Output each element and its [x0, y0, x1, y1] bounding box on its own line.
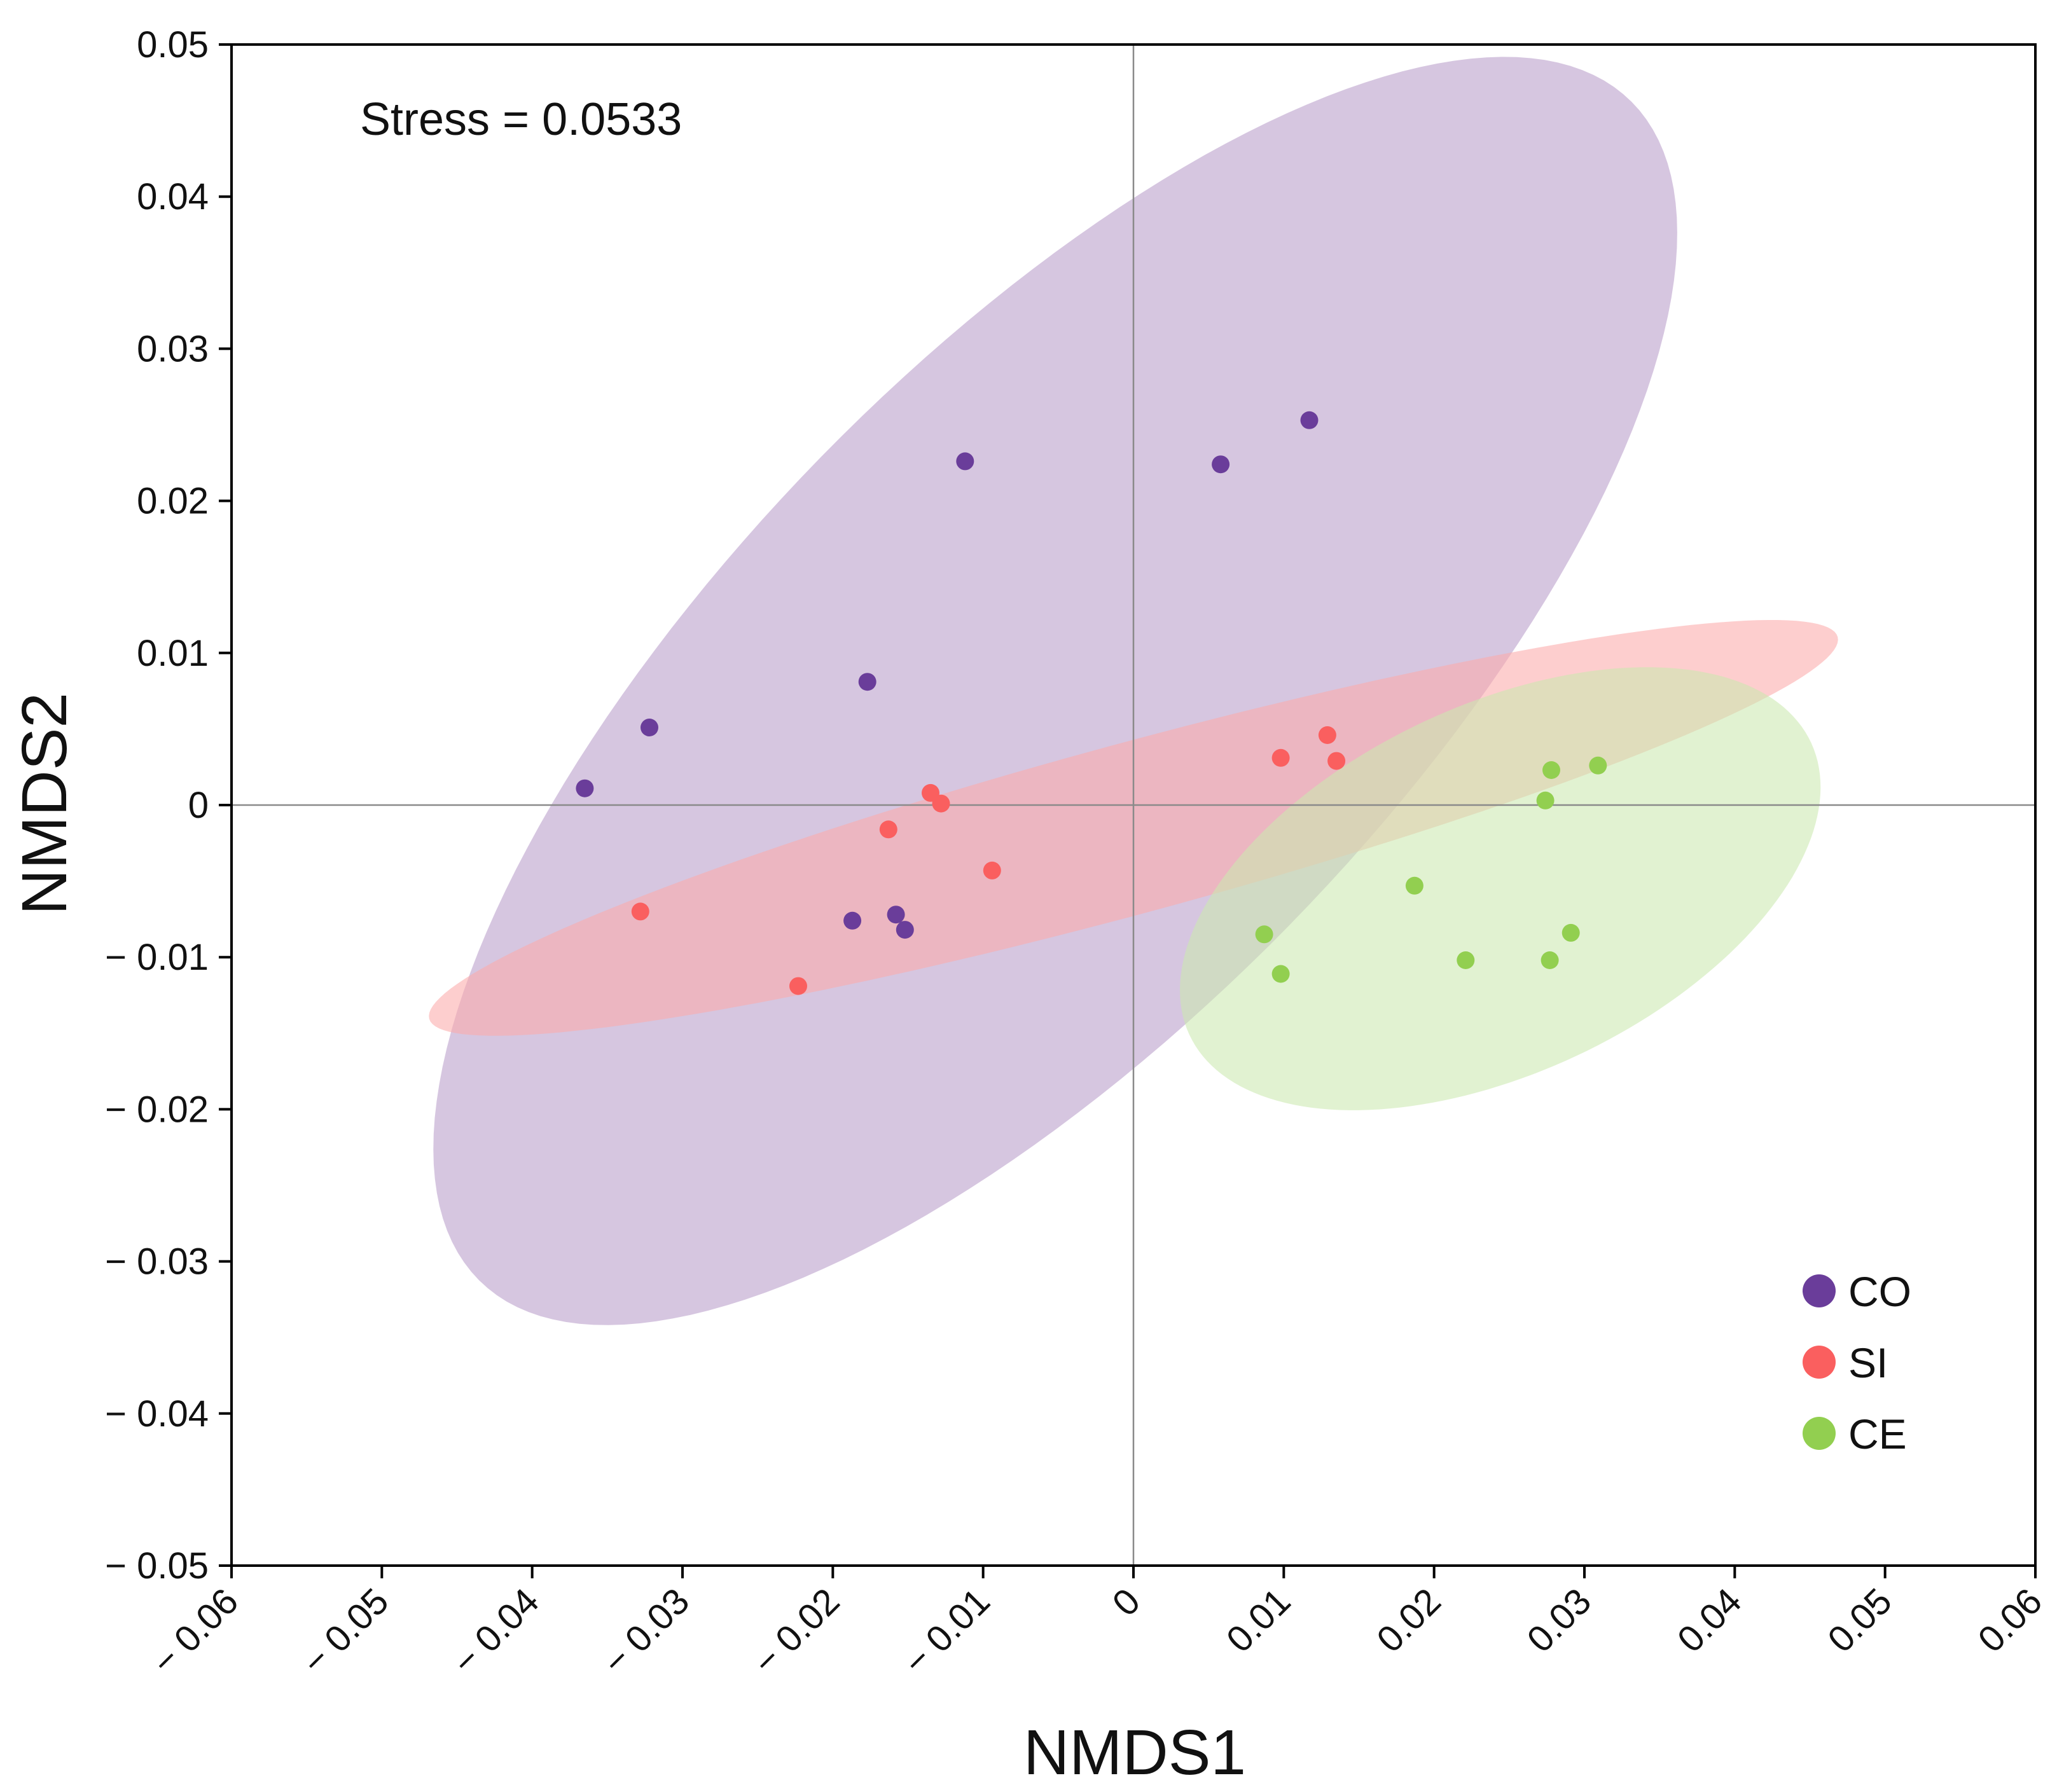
axis-ticks	[219, 43, 2037, 1578]
x-tick-label: 0	[1104, 1580, 1148, 1624]
x-axis-title: NMDS1	[1023, 1717, 1246, 1788]
x-tick-label: 0.03	[1519, 1580, 1599, 1660]
y-tick-label: 0.02	[137, 481, 209, 522]
x-tick-label: − 0.06	[144, 1580, 246, 1683]
legend-marker-ce	[1803, 1417, 1836, 1450]
point-ce	[1589, 756, 1607, 775]
y-tick-label: 0.05	[137, 24, 209, 65]
y-tick-label: 0	[188, 785, 209, 826]
point-co	[641, 719, 658, 736]
reference-lines	[232, 45, 2035, 1566]
y-tick-label: − 0.01	[105, 937, 209, 978]
point-ce	[1255, 925, 1273, 944]
point-ce	[1542, 761, 1560, 779]
legend-label-ce: CE	[1848, 1410, 1907, 1458]
y-tick-label: 0.03	[137, 328, 209, 369]
x-tick-label: 0.05	[1820, 1580, 1900, 1660]
point-si	[631, 902, 649, 921]
y-tick-label: − 0.05	[105, 1545, 209, 1587]
point-co	[858, 673, 876, 691]
x-tick-label: − 0.04	[445, 1580, 547, 1683]
point-ce	[1457, 951, 1475, 969]
point-si	[1327, 752, 1346, 770]
legend-marker-co	[1803, 1274, 1836, 1307]
point-si	[1318, 726, 1336, 744]
y-tick-label: 0.04	[137, 176, 209, 217]
point-si	[932, 794, 950, 813]
legend-label-co: CO	[1848, 1268, 1911, 1315]
y-axis-title: NMDS2	[9, 693, 80, 915]
point-co	[1300, 411, 1319, 429]
legend-marker-si	[1803, 1346, 1836, 1379]
point-si	[983, 861, 1001, 879]
point-co	[887, 906, 905, 924]
x-tick-label: 0.02	[1369, 1580, 1449, 1660]
point-ce	[1536, 791, 1555, 810]
point-co	[843, 911, 862, 930]
y-tick-label: − 0.04	[105, 1393, 209, 1435]
point-ce	[1541, 951, 1559, 969]
point-co	[576, 779, 594, 797]
legend: CO SI CE	[1803, 1268, 1911, 1458]
ellipse-ce	[1180, 667, 1821, 1110]
stress-annotation: Stress = 0.0533	[360, 94, 682, 145]
x-tick-label: − 0.01	[896, 1580, 998, 1683]
y-tick-label: 0.01	[137, 633, 209, 674]
x-tick-label: − 0.03	[595, 1580, 697, 1683]
x-tick-label: 0.01	[1219, 1580, 1299, 1660]
data-points	[576, 411, 1607, 995]
x-tick-label: − 0.05	[294, 1580, 396, 1683]
point-ce	[1405, 876, 1423, 895]
point-co	[896, 921, 914, 939]
x-tick-label: − 0.02	[745, 1580, 847, 1683]
point-ce	[1271, 965, 1290, 983]
y-tick-label: − 0.02	[105, 1089, 209, 1130]
point-ce	[1562, 923, 1580, 942]
x-tick-label: 0.06	[1970, 1580, 2050, 1660]
legend-label-si: SI	[1848, 1339, 1888, 1386]
point-co	[1212, 455, 1230, 474]
point-si	[1271, 748, 1290, 767]
point-si	[789, 977, 807, 995]
point-si	[879, 820, 897, 839]
point-co	[956, 452, 974, 471]
ellipse-co	[433, 57, 1677, 1325]
y-tick-label: − 0.03	[105, 1241, 209, 1283]
x-tick-label: 0.04	[1670, 1580, 1750, 1660]
